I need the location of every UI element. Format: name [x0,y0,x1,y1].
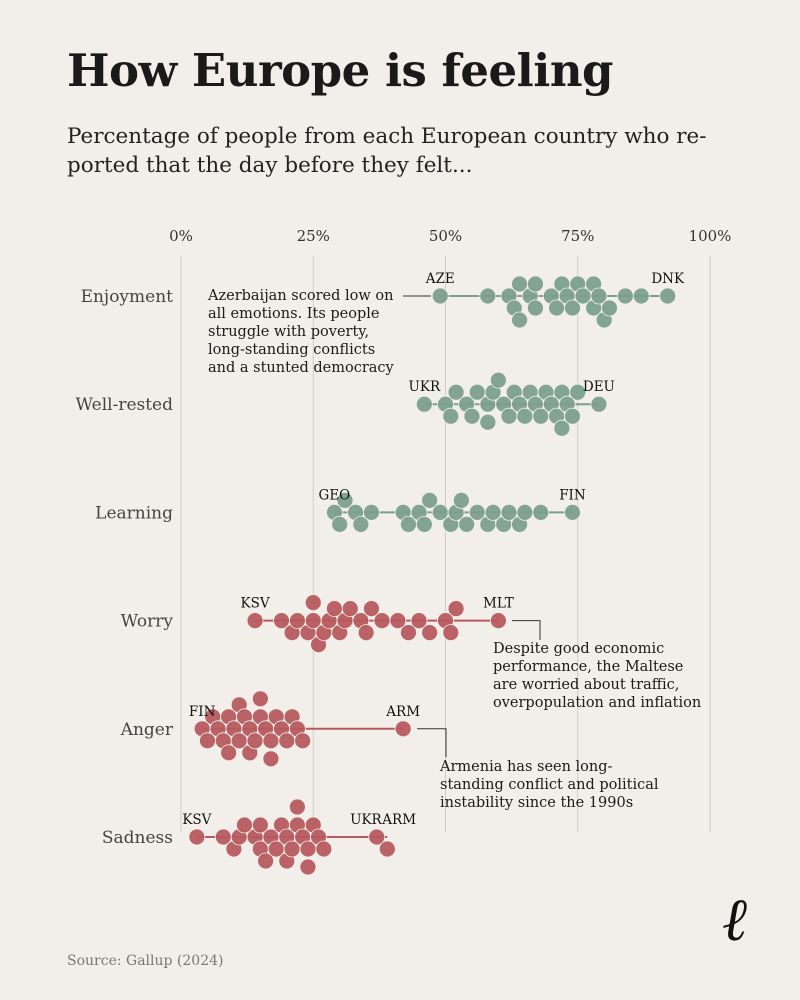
data-point [489,612,507,629]
data-point [363,600,380,617]
data-point [378,840,396,858]
data-point [421,491,439,509]
data-point [632,287,650,305]
data-point [447,383,465,401]
data-point [511,311,528,329]
data-point [590,395,608,413]
annotation-malta: Despite good economic performance, the Ma… [493,641,702,711]
row-label: Learning [95,503,173,523]
x-tick-label: 50% [429,227,462,245]
annotation-azerbaijan: Azerbaijan scored low on all emotions. It… [208,288,394,376]
data-point [527,275,544,293]
data-point [516,504,534,521]
point-label: KSV [182,812,211,828]
data-point [452,491,470,509]
row-label: Sadness [102,828,173,848]
data-point [341,600,359,617]
data-point [389,612,407,629]
point-label: AZE [425,271,455,287]
data-point [489,371,507,389]
point-label: FIN [559,487,586,503]
data-point [304,594,322,611]
data-point [616,287,634,305]
data-point [431,287,449,305]
data-point [188,828,206,846]
publisher-logo: ℓ [722,885,747,955]
x-tick-label: 75% [561,227,594,245]
data-point [336,491,354,509]
data-point [421,624,439,641]
point-label: ARM [385,704,420,720]
data-point [564,407,581,425]
data-point [659,287,677,305]
data-point [288,798,306,816]
data-point [601,299,618,317]
data-point [553,419,571,437]
row-label: Anger [120,720,174,740]
data-point [400,624,417,641]
x-tick-label: 25% [297,227,330,245]
annotation-armenia: Armenia has seen long-standing conflict … [440,759,659,811]
data-point [447,600,465,617]
x-tick-label: 100% [689,227,732,245]
data-point [442,624,460,641]
point-label: DNK [651,271,685,287]
point-label: UKR [409,379,441,395]
data-point [246,612,264,629]
data-point [394,720,412,738]
data-point [479,413,497,431]
data-point [357,624,375,641]
x-tick-label: 0% [169,227,193,245]
data-point [532,504,550,521]
point-label: ARM [381,812,416,828]
data-point [415,395,433,413]
row-label: Worry [121,612,174,632]
chart-subtitle: Percentage of people from each European … [67,124,707,178]
data-point [479,287,497,305]
data-point [458,516,476,533]
data-point [590,287,608,305]
data-point [352,516,370,533]
data-point [294,732,312,750]
data-point [415,516,433,533]
data-point [442,407,460,425]
point-label: KSV [241,596,270,612]
point-label: FIN [189,704,216,720]
data-point [569,383,587,401]
data-point [527,299,544,317]
point-label: GEO [319,487,351,503]
data-point [251,690,269,708]
data-point [220,744,238,762]
chart-title: How Europe is feeling [67,44,614,97]
data-point [257,852,275,870]
data-point [564,299,581,317]
data-point [368,828,386,846]
point-label: DEU [583,379,615,395]
data-point [410,612,428,629]
data-point [373,612,391,629]
row-label: Enjoyment [81,287,174,307]
annotation-leader [512,620,541,640]
data-point [331,516,349,533]
annotation-leader [417,728,447,757]
source-note: Source: Gallup (2024) [67,953,224,969]
data-point [299,858,317,876]
data-point [564,504,581,521]
point-label: MLT [483,596,514,612]
data-point [315,840,333,858]
point-label: UKR [350,812,382,828]
data-point [463,407,481,425]
data-point [262,750,280,768]
data-point [363,504,380,521]
row-label: Well-rested [76,395,174,415]
data-point [251,816,269,834]
